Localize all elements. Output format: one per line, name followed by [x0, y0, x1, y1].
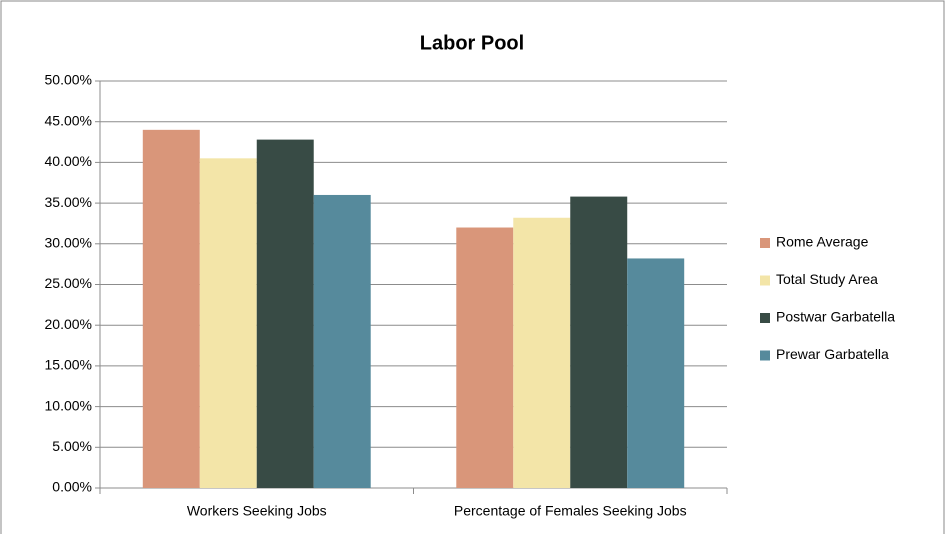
legend-label: Rome Average — [776, 234, 869, 250]
legend-swatch — [760, 238, 770, 248]
bar — [627, 258, 685, 488]
x-tick-label: Workers Seeking Jobs — [187, 503, 327, 519]
legend-label: Total Study Area — [776, 271, 878, 287]
y-tick-label: 15.00% — [45, 357, 92, 373]
legend-swatch — [760, 313, 770, 323]
bar — [256, 139, 314, 488]
y-tick-label: 20.00% — [45, 316, 92, 332]
legend-label: Prewar Garbatella — [776, 346, 889, 362]
bar — [570, 196, 628, 488]
y-tick-label: 5.00% — [52, 438, 92, 454]
y-tick-label: 40.00% — [45, 153, 92, 169]
legend-swatch — [760, 350, 770, 361]
legend-label: Postwar Garbatella — [776, 309, 895, 325]
y-tick-label: 0.00% — [52, 479, 92, 495]
bar — [456, 227, 514, 488]
y-tick-label: 50.00% — [45, 72, 92, 88]
y-tick-label: 35.00% — [45, 194, 92, 210]
bar — [199, 158, 257, 488]
y-tick-label: 30.00% — [45, 235, 92, 251]
y-tick-label: 45.00% — [45, 112, 92, 128]
legend-swatch — [760, 275, 770, 286]
bar — [142, 129, 200, 488]
y-tick-label: 25.00% — [45, 275, 92, 291]
x-tick-label: Percentage of Females Seeking Jobs — [454, 503, 687, 519]
bar — [513, 217, 571, 488]
bar — [313, 194, 371, 488]
chart-title: Labor Pool — [420, 32, 524, 54]
y-tick-label: 10.00% — [45, 397, 92, 413]
